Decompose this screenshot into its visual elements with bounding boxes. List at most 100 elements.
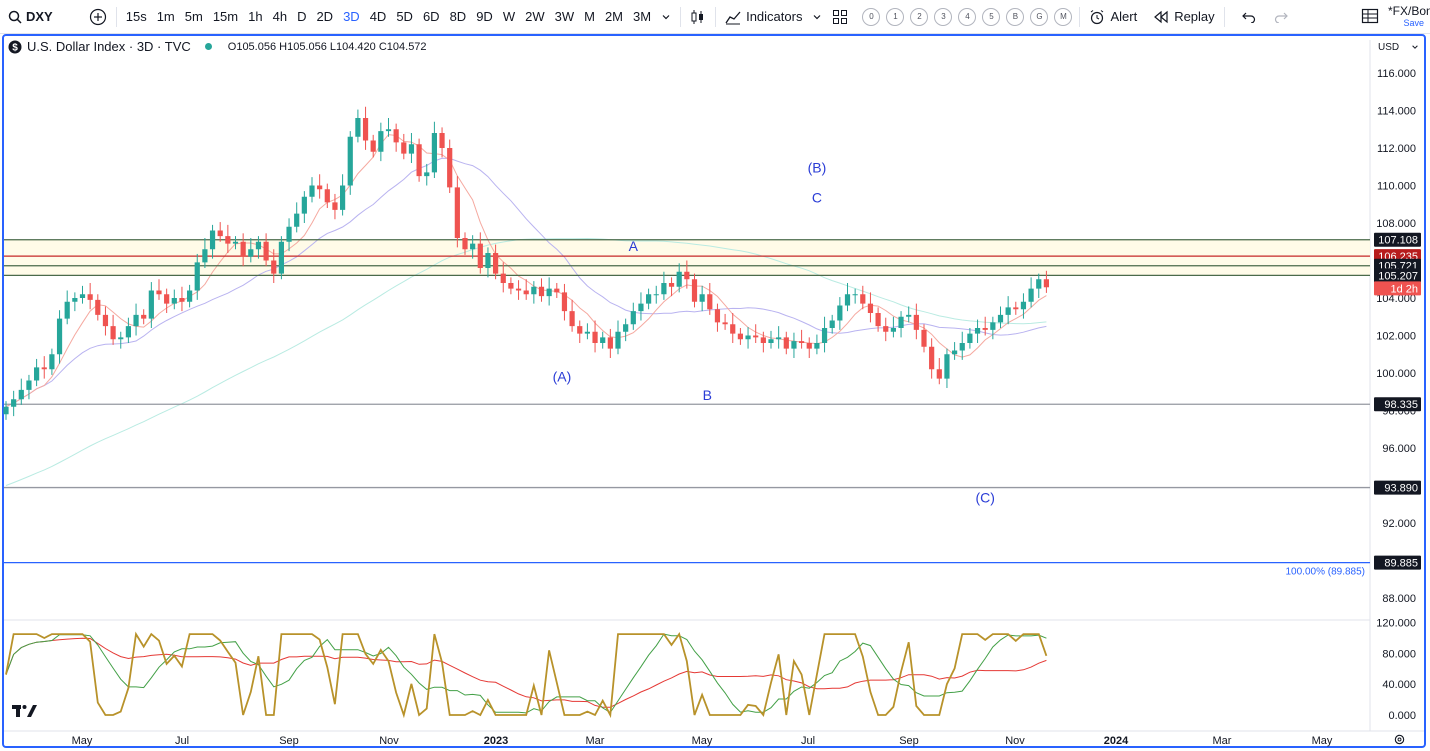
interval-4d[interactable]: 4D xyxy=(369,9,387,24)
templates-button[interactable] xyxy=(827,4,853,30)
undo-button[interactable] xyxy=(1235,4,1261,30)
candle xyxy=(362,118,369,141)
replay-label: Replay xyxy=(1174,9,1215,24)
time-tick-label: Nov xyxy=(379,735,399,747)
time-tick-label: Jul xyxy=(801,735,815,747)
chart-pane-frame xyxy=(2,34,1426,748)
interval-dropdown[interactable] xyxy=(656,4,676,30)
candle xyxy=(317,185,323,190)
oscillator-slow-line xyxy=(5,637,1047,708)
interval-15m[interactable]: 15m xyxy=(212,9,239,24)
candle xyxy=(156,290,162,295)
chart-settings-button[interactable] xyxy=(1393,733,1406,751)
price-tag-label: 1d 2h xyxy=(1390,283,1418,295)
redo-button[interactable] xyxy=(1269,4,1295,30)
price-tag-box xyxy=(1374,268,1421,283)
price-tick-label: 110.000 xyxy=(1377,181,1416,193)
candle xyxy=(952,350,958,355)
template-shortcut-2[interactable]: 2 xyxy=(910,7,929,26)
candle xyxy=(829,320,835,328)
candle xyxy=(18,389,24,400)
series-title[interactable]: U.S. Dollar Index · 3D · TVC xyxy=(27,39,191,54)
candle xyxy=(523,290,529,295)
price-tag-box xyxy=(1374,281,1421,296)
interval-2m[interactable]: 2M xyxy=(604,9,624,24)
layout-button[interactable] xyxy=(1356,3,1384,29)
interval-6d[interactable]: 6D xyxy=(422,9,440,24)
interval-8d[interactable]: 8D xyxy=(449,9,467,24)
price-tick-label: 116.000 xyxy=(1377,68,1416,80)
currency-selector[interactable]: USD xyxy=(1372,39,1424,55)
interval-3m[interactable]: 3M xyxy=(633,9,652,24)
time-tick-label: Mar xyxy=(1213,735,1232,747)
layout-name[interactable]: *FX/Bon Save xyxy=(1388,4,1430,28)
wave-label[interactable]: C xyxy=(812,189,822,205)
interval-9d[interactable]: 9D xyxy=(476,9,493,24)
template-shortcut-b[interactable]: B xyxy=(1006,7,1025,26)
price-tag-label: 107.108 xyxy=(1378,235,1418,247)
template-shortcut-4[interactable]: 4 xyxy=(958,7,977,26)
interval-3d[interactable]: 3D xyxy=(343,9,360,24)
price-tag-box xyxy=(1374,480,1421,495)
chevron-down-icon xyxy=(662,14,670,19)
alert-label: Alert xyxy=(1110,9,1138,24)
replay-button[interactable]: Replay xyxy=(1148,4,1219,30)
candle xyxy=(538,286,545,297)
wave-label[interactable]: A xyxy=(629,238,639,254)
toolbar-divider xyxy=(115,6,117,27)
candle xyxy=(34,367,40,381)
interval-5d[interactable]: 5D xyxy=(396,9,413,24)
tradingview-logo[interactable] xyxy=(12,704,38,723)
template-shortcut-5[interactable]: 5 xyxy=(982,7,1001,26)
interval-2w[interactable]: 2W xyxy=(525,9,545,24)
price-tick-label: 96.000 xyxy=(1382,443,1416,455)
candle xyxy=(561,292,568,312)
candle xyxy=(347,136,353,186)
interval-d[interactable]: D xyxy=(297,9,307,24)
top-toolbar: DXY 15s 1m 5m 15m 1h 4h D 2D 3D 4D 5D 6D 8D 9D W 2W 3W M 2… xyxy=(0,0,1430,34)
price-tag-label: 89.885 xyxy=(1384,558,1418,570)
interval-1m[interactable]: 1m xyxy=(156,9,175,24)
interval-2d[interactable]: 2D xyxy=(316,9,334,24)
template-shortcut-0[interactable]: 0 xyxy=(862,7,881,26)
wave-label[interactable]: B xyxy=(703,387,712,403)
interval-15s[interactable]: 15s xyxy=(125,9,147,24)
interval-m[interactable]: M xyxy=(584,9,595,24)
candle xyxy=(967,333,973,343)
candle xyxy=(852,294,858,296)
time-tick-label: Mar xyxy=(586,735,605,747)
template-shortcut-g[interactable]: G xyxy=(1030,7,1049,26)
interval-1h[interactable]: 1h xyxy=(248,9,263,24)
compare-button[interactable] xyxy=(84,4,112,30)
series-legend: $ U.S. Dollar Index · 3D · TVC O105.056 … xyxy=(8,39,427,54)
template-shortcut-m[interactable]: M xyxy=(1054,7,1073,26)
candle xyxy=(385,129,392,132)
interval-4h[interactable]: 4h xyxy=(272,9,288,24)
chart-type-button[interactable] xyxy=(685,4,711,30)
candle xyxy=(974,328,981,334)
candle xyxy=(691,279,698,302)
candle xyxy=(638,303,644,312)
wave-label[interactable]: (A) xyxy=(553,368,572,384)
indicators-dropdown[interactable] xyxy=(807,4,827,30)
interval-w[interactable]: W xyxy=(502,9,516,24)
template-shortcut-1[interactable]: 1 xyxy=(886,7,905,26)
candle xyxy=(11,399,17,407)
indicators-button[interactable]: Indicators xyxy=(720,4,807,30)
redo-icon xyxy=(1274,12,1288,23)
wave-label[interactable]: (C) xyxy=(975,489,994,505)
candle xyxy=(997,314,1004,323)
symbol-search[interactable]: DXY xyxy=(0,4,58,30)
interval-3w[interactable]: 3W xyxy=(554,9,575,24)
interval-5m[interactable]: 5m xyxy=(184,9,203,24)
wave-label[interactable]: (B) xyxy=(808,159,827,175)
alert-button[interactable]: Alert xyxy=(1084,4,1142,30)
candle xyxy=(1005,307,1011,315)
candle xyxy=(913,314,919,330)
ohlc-values: O105.056 H105.056 L104.420 C104.572 xyxy=(227,40,427,53)
template-shortcut-3[interactable]: 3 xyxy=(934,7,953,26)
candle xyxy=(676,271,682,287)
price-tick-label: 114.000 xyxy=(1377,106,1416,118)
candle xyxy=(982,328,988,330)
